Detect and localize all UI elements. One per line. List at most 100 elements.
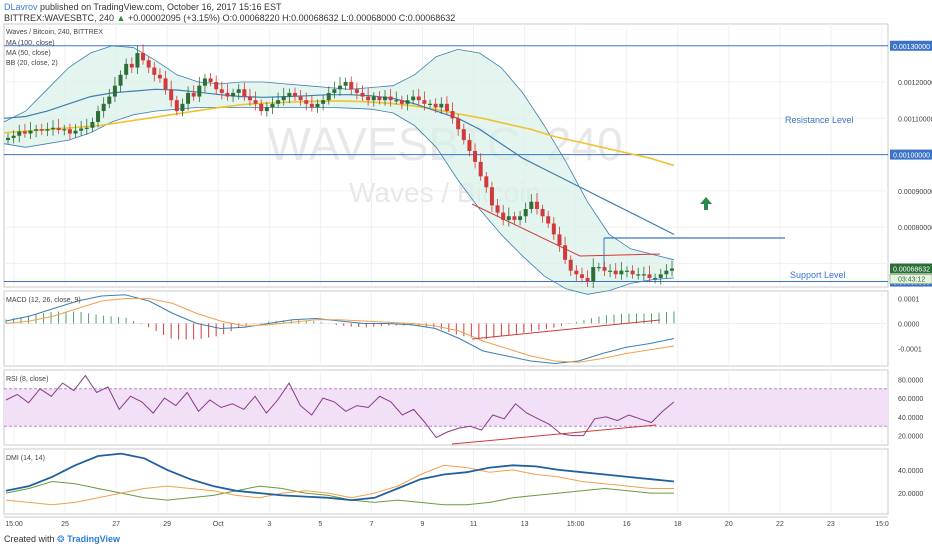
price-trend-line xyxy=(471,203,661,257)
candle xyxy=(377,96,382,101)
macd-signal-line xyxy=(5,298,675,363)
candle xyxy=(371,96,376,101)
candle xyxy=(96,111,101,122)
candle xyxy=(658,274,663,278)
x-tick-label: 16 xyxy=(623,521,631,528)
x-tick-label: 20 xyxy=(725,521,733,528)
candle xyxy=(28,130,33,134)
price-tag-box xyxy=(890,40,932,51)
candle xyxy=(574,270,579,275)
candle xyxy=(73,130,78,134)
candle xyxy=(101,103,106,112)
rsi-panel-title: RSI (8, close) xyxy=(6,376,48,383)
dmi-plus-line xyxy=(5,480,674,506)
candle xyxy=(411,96,416,101)
price-axis-tick: 0.00110000 xyxy=(898,116,932,123)
candle xyxy=(141,53,146,61)
candle xyxy=(11,135,16,138)
candle xyxy=(338,85,342,90)
price-tag-box xyxy=(890,149,932,160)
candle xyxy=(563,245,568,260)
indicator-legend: BB (20, close, 2) xyxy=(6,60,58,67)
candle xyxy=(253,100,258,104)
candle xyxy=(360,92,365,97)
x-tick-label: 23 xyxy=(827,521,835,528)
candle xyxy=(45,129,50,131)
candle xyxy=(388,96,393,101)
x-tick-label: 18 xyxy=(674,521,682,528)
candle xyxy=(236,89,241,93)
tradingview-logo-icon: ❂ xyxy=(57,534,65,544)
candle xyxy=(416,96,421,101)
candle xyxy=(242,89,247,97)
candle xyxy=(315,103,320,108)
candle xyxy=(405,100,410,104)
footer: Created with ❂ TradingView xyxy=(4,534,120,545)
candle xyxy=(399,100,404,104)
candle xyxy=(326,92,331,101)
candle xyxy=(591,267,596,282)
candle xyxy=(135,53,140,68)
candle xyxy=(456,118,461,130)
candle xyxy=(422,100,427,104)
candle xyxy=(6,137,10,141)
candle xyxy=(630,270,635,275)
candle xyxy=(473,150,478,162)
author-link[interactable]: DLavrov xyxy=(4,2,38,12)
candle xyxy=(174,100,179,112)
candle xyxy=(281,96,286,101)
indicator-legend: MA (50, close) xyxy=(6,50,51,57)
indicator-legend: MA (100, close) xyxy=(6,40,55,47)
candle xyxy=(467,140,472,151)
candle xyxy=(107,96,112,104)
bollinger-band-fill xyxy=(4,45,674,295)
candle xyxy=(231,92,236,97)
footer-created: Created with xyxy=(4,534,55,544)
countdown-label: 03:43:12 xyxy=(898,276,925,283)
candle xyxy=(551,223,556,235)
candle xyxy=(219,89,224,93)
panel-frame-1 xyxy=(3,290,889,367)
x-tick-label: 5 xyxy=(318,521,322,528)
dmi-minus-line xyxy=(5,464,674,506)
candle xyxy=(557,234,562,246)
up-arrow-icon xyxy=(700,197,712,210)
candle xyxy=(624,270,629,272)
candle xyxy=(22,131,27,134)
x-tick-label: 22 xyxy=(776,521,784,528)
macd-line xyxy=(5,294,675,365)
price-axis-tick: 0.00120000 xyxy=(898,80,932,87)
x-tick-label: 27 xyxy=(112,521,120,528)
x-tick-label: 9 xyxy=(421,521,425,528)
candle xyxy=(534,201,539,210)
ticker-symbol: BITTREX:WAVESBTC, 240 xyxy=(4,13,115,23)
candle xyxy=(433,103,438,108)
resistance-level-label: Resistance Level xyxy=(785,115,854,125)
countdown-box xyxy=(889,273,932,284)
x-tick-label: 11 xyxy=(470,521,477,528)
rsi-axis-tick: 80.0000 xyxy=(898,377,923,384)
change-arrow-icon: ▲ xyxy=(116,13,126,23)
candle xyxy=(34,129,39,131)
candle xyxy=(596,267,601,269)
candle xyxy=(495,205,500,213)
macd-panel-title: MACD (12, 26, close, 9) xyxy=(6,297,81,304)
candle xyxy=(428,103,433,106)
macd-trend-line xyxy=(471,319,661,340)
footer-brand[interactable]: TradingView xyxy=(67,534,120,544)
x-tick-label: 15:00 xyxy=(5,521,23,528)
x-tick-label: 7 xyxy=(369,521,373,528)
candle xyxy=(332,89,337,93)
candle xyxy=(529,201,534,210)
x-tick-label: 15:00 xyxy=(567,521,585,528)
candle xyxy=(180,103,185,112)
candle xyxy=(259,103,264,112)
rsi-band xyxy=(4,388,888,427)
candle xyxy=(264,107,269,112)
candle xyxy=(484,176,489,188)
candle xyxy=(636,274,641,276)
candle xyxy=(118,74,123,86)
candle xyxy=(444,103,449,112)
candle xyxy=(202,78,207,86)
candle xyxy=(585,277,590,282)
